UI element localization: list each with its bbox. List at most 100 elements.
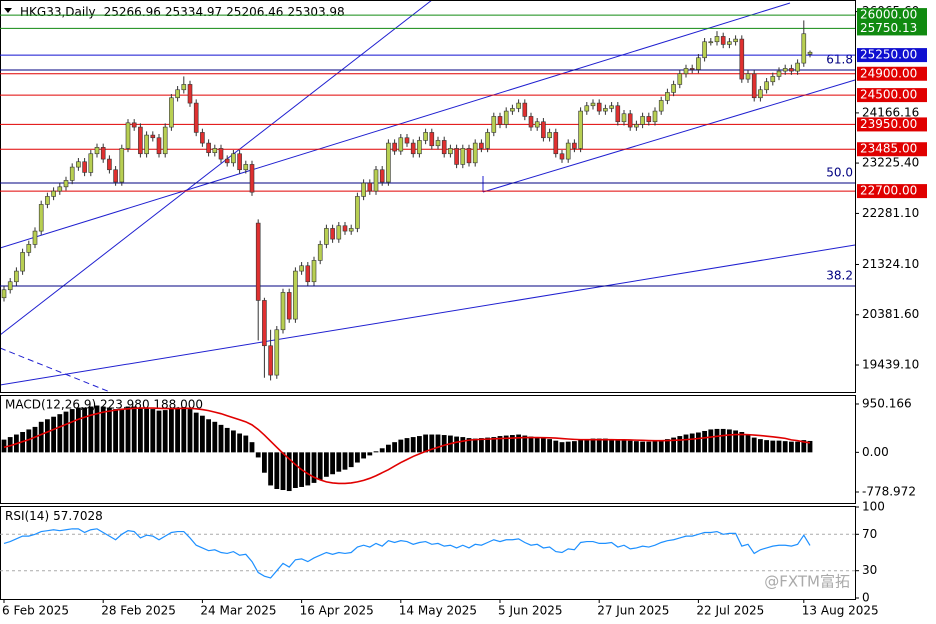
panel-borders [0,0,856,600]
macd-bar [677,436,683,453]
candle [76,158,81,171]
candle-body [448,148,453,155]
candle [758,86,763,102]
macd-bar [293,452,298,488]
candle-body [107,158,112,171]
candle [751,70,757,102]
candle [621,110,627,126]
candle [274,326,280,379]
macd-bar [720,428,726,453]
candle [429,128,435,150]
candle-body [94,147,100,155]
candle [88,150,94,177]
macd-bar [255,452,261,458]
candle-body [466,148,472,164]
y-tick-label: 70 [862,527,877,541]
macd-bar [466,438,472,453]
candle-body [20,252,25,272]
candle-body [572,142,577,149]
candle [299,262,304,275]
candle [125,119,131,153]
y-tick-label: 23225.40 [862,156,919,170]
candle-body [491,116,497,133]
candle [231,150,236,167]
candle [435,136,441,150]
candle [32,227,38,249]
candle-body [268,345,273,376]
macd-bar [479,438,484,453]
candle-body [150,134,156,139]
candle [386,139,391,186]
macd-bar [156,410,162,453]
macd-bar [113,409,118,453]
x-tick-label: 27 Jun 2025 [597,604,669,618]
y-tick-label: 30 [862,563,877,577]
candle-body [286,292,292,320]
candle-body [609,105,614,109]
candle [789,64,794,75]
candle [169,94,174,131]
candle-body [1,289,7,299]
macd-bar [745,435,751,453]
level-box [857,88,927,103]
macd-bar [640,441,645,453]
trend-line [0,244,856,386]
candle-body [243,164,249,171]
macd-bar [348,452,354,468]
macd-bar [590,438,596,453]
candle [764,78,769,94]
macd-bar [317,452,323,480]
candle-body [658,100,664,112]
candle [131,119,137,131]
trend-lines [0,0,856,393]
candle [94,143,100,158]
candle-body [603,108,608,112]
candle [311,256,317,286]
x-tick-label: 28 Feb 2025 [101,604,176,618]
macd-bar [578,439,583,453]
candle-body [131,122,137,128]
candle-body [88,153,94,173]
candle [82,158,87,177]
candle [342,222,348,235]
candle-body [745,73,751,80]
macd-bar [553,440,559,453]
candle [801,20,807,67]
candle-body [206,142,211,153]
candle [218,144,224,163]
y-tick-label: 950.166 [862,396,912,410]
rsi-title: RSI(14) 57.7028 [5,509,103,523]
x-tick-label: 24 Mar 2025 [200,604,276,618]
candle [69,163,75,185]
candle-body [100,147,106,160]
candle-body [76,161,81,168]
candle-body [138,126,143,155]
macd-bar [708,429,714,453]
macd-bar [441,435,447,453]
candle-body [305,265,311,283]
candle [280,288,286,334]
macd-bar [249,442,255,453]
macd-bar [454,436,459,453]
candle [410,139,416,158]
candle-body [782,68,788,72]
x-tick-label: 5 Jun 2025 [498,604,563,618]
level-label: 23950.00 [860,117,917,131]
macd-bar [224,427,230,453]
candle [237,150,242,174]
candle [7,278,13,294]
macd-bar [100,406,106,453]
candle-body [652,110,658,123]
candle-body [193,102,199,133]
candle-body [708,41,714,44]
macd-bar [361,452,366,459]
macd-bar [714,428,720,453]
macd-bar [410,437,416,453]
macd-bar [646,441,652,453]
macd-bar [144,408,149,453]
candle [138,123,143,158]
candle [417,136,422,158]
candle-body [45,196,50,205]
candle-body [280,292,286,331]
candle [497,112,503,129]
